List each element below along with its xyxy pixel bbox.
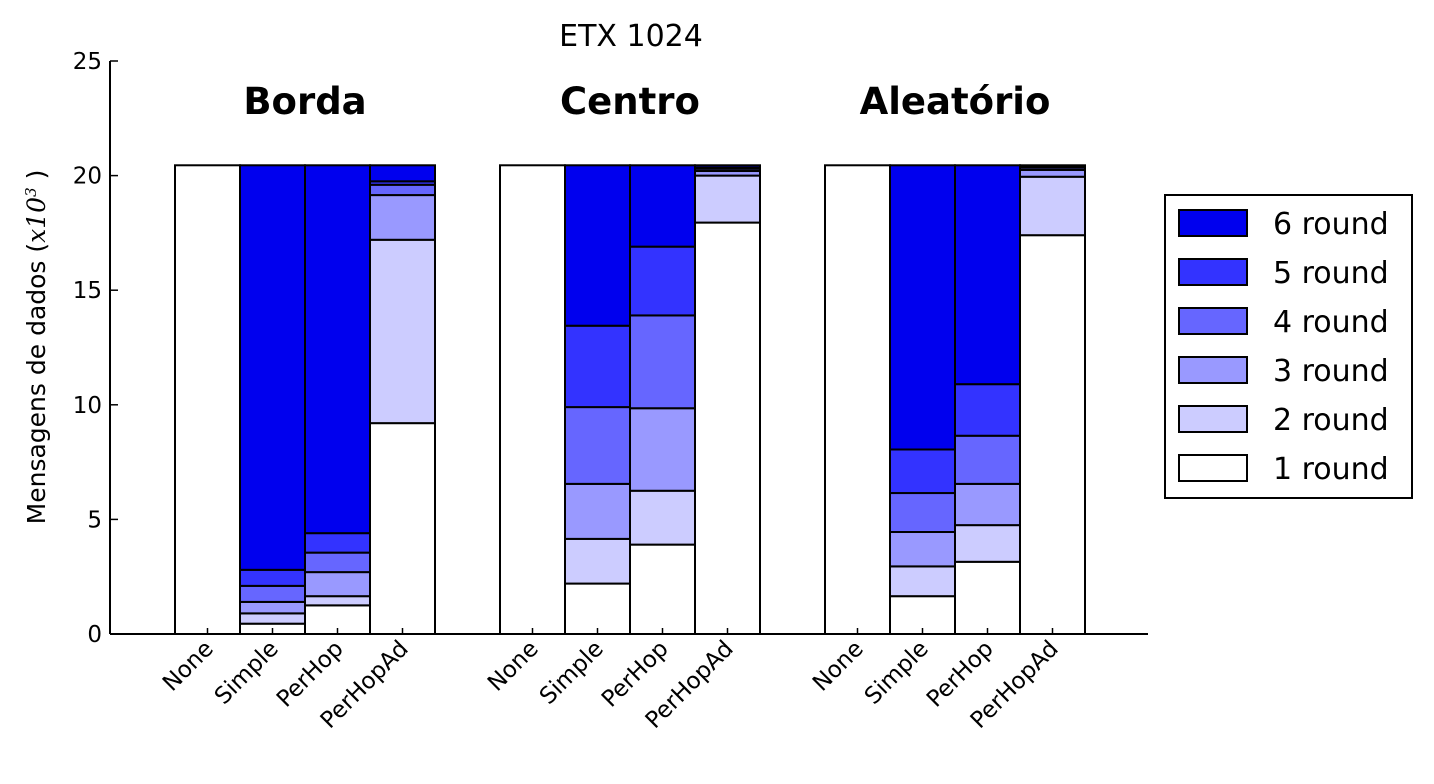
group-title: Aleatório xyxy=(860,80,1051,123)
bar-segment-4-round xyxy=(564,406,631,485)
bar-segment-2-round xyxy=(694,174,761,224)
bar-segment-6-round xyxy=(564,164,631,327)
bar-segment-1-round xyxy=(369,422,436,635)
legend-swatch xyxy=(1178,405,1248,433)
bar-segment-5-round xyxy=(564,324,631,409)
y-tick-label: 0 xyxy=(87,622,102,648)
legend-label: 1 round xyxy=(1273,452,1389,487)
bar-segment-5-round xyxy=(889,448,956,495)
bar-segment-4-round xyxy=(369,183,436,197)
bar-segment-5-round xyxy=(954,383,1021,437)
legend-swatch xyxy=(1178,209,1248,237)
group-title: Centro xyxy=(560,80,700,123)
chart-title: ETX 1024 xyxy=(559,19,703,54)
bar-segment-1-round xyxy=(824,164,891,635)
bar-segment-2-round xyxy=(564,537,631,585)
legend-frame xyxy=(1164,194,1413,499)
x-tick-label: Simple xyxy=(860,636,934,710)
group-title: Borda xyxy=(243,80,366,123)
bar-segment-4-round xyxy=(889,492,956,534)
bar-segment-1-round xyxy=(499,164,566,635)
legend-swatch xyxy=(1178,356,1248,384)
y-axis-label: Mensagens de dados (x103 ) xyxy=(22,170,51,525)
y-tick-label: 20 xyxy=(73,164,102,190)
y-tick-label: 25 xyxy=(73,49,102,75)
legend-label: 2 round xyxy=(1273,403,1389,438)
bar-segment-1-round xyxy=(629,543,696,635)
bar-segment-3-round xyxy=(304,571,371,598)
bar-segment-2-round xyxy=(369,238,436,425)
chart-legend: 6 round 5 round 4 round 3 round 2 round 1 rou… xyxy=(1164,194,1413,499)
legend-label: 5 round xyxy=(1273,256,1389,291)
bar-segment-2-round xyxy=(239,612,306,625)
bar-segment-5-round xyxy=(629,245,696,317)
bar-segment-4-round xyxy=(304,551,371,574)
bar-segment-2-round xyxy=(1019,175,1086,237)
bar-segment-4-round xyxy=(629,314,696,410)
bar-segment-4-round xyxy=(954,434,1021,485)
group-1: Centro xyxy=(499,80,761,635)
bar-segment-1-round xyxy=(954,560,1021,635)
group-2: Aleatório xyxy=(824,80,1086,636)
legend-label: 4 round xyxy=(1273,305,1389,340)
legend-swatch xyxy=(1178,258,1248,286)
bar-segment-1-round xyxy=(694,221,761,635)
legend-swatch xyxy=(1178,307,1248,335)
bar-segment-5-round xyxy=(304,532,371,554)
bar-segment-2-round xyxy=(304,595,371,607)
y-tick-label: 15 xyxy=(73,278,102,304)
bar-segment-1-round xyxy=(564,582,631,635)
bar-segment-6-round xyxy=(694,164,761,169)
bar-segment-6-round xyxy=(954,164,1021,386)
y-tick-label: 10 xyxy=(73,393,102,419)
y-tick-label: 5 xyxy=(87,507,102,533)
bar-segment-6-round xyxy=(239,164,306,571)
bar-segment-1-round xyxy=(174,164,241,635)
bar-segment-6-round xyxy=(889,164,956,451)
legend-label: 3 round xyxy=(1273,354,1389,389)
x-tick-label: None xyxy=(808,636,869,697)
bar-segment-1-round xyxy=(1019,234,1086,636)
bars-layer: Borda Centro Aleatório xyxy=(174,80,1086,636)
group-0: Borda xyxy=(174,80,436,635)
bar-segment-6-round xyxy=(629,164,696,248)
bar-segment-3-round xyxy=(889,531,956,568)
bar-segment-3-round xyxy=(239,600,306,615)
bar-segment-2-round xyxy=(889,565,956,598)
legend-label: 6 round xyxy=(1273,207,1389,242)
bar-segment-3-round xyxy=(1019,168,1086,178)
x-tick-label: Simple xyxy=(210,636,284,710)
bar-segment-3-round xyxy=(629,407,696,492)
bar-segment-3-round xyxy=(954,482,1021,527)
x-tick-label: Simple xyxy=(535,636,609,710)
bar-segment-5-round xyxy=(239,568,306,587)
bar-segment-2-round xyxy=(629,489,696,546)
x-tick-label: None xyxy=(483,636,544,697)
bar-segment-2-round xyxy=(954,524,1021,563)
legend-swatch xyxy=(1178,454,1248,482)
bar-segment-6-round xyxy=(304,164,371,535)
bar-segment-6-round xyxy=(1019,164,1086,168)
x-tick-label: None xyxy=(158,636,219,697)
bar-segment-3-round xyxy=(369,194,436,241)
bar-segment-4-round xyxy=(239,584,306,603)
bar-segment-6-round xyxy=(369,164,436,183)
bar-segment-3-round xyxy=(564,482,631,540)
